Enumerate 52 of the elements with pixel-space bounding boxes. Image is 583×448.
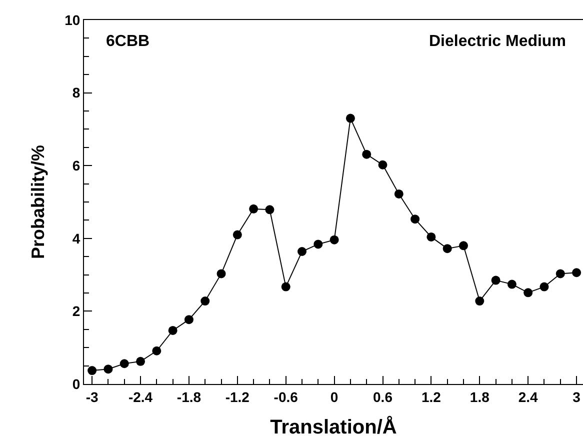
point	[426, 232, 436, 242]
point	[346, 114, 355, 123]
x-tick-label: 0.6	[373, 388, 393, 405]
point	[378, 160, 388, 170]
x-tick-label: -3	[86, 388, 99, 405]
point	[459, 241, 468, 250]
point	[556, 269, 565, 278]
point	[507, 280, 516, 289]
y-axis-title: Probability/%	[28, 144, 48, 260]
point	[330, 235, 339, 244]
point	[265, 205, 274, 214]
point	[281, 282, 290, 292]
y-tick-label: 6	[72, 158, 80, 174]
x-tick-label: -1.8	[176, 388, 202, 405]
x-tick-label: 1.2	[421, 388, 442, 405]
point	[216, 269, 226, 278]
x-tick-label: 2.4	[518, 388, 538, 405]
x-axis-title: Translation/Å	[270, 415, 397, 438]
y-tick-label: 8	[72, 84, 80, 101]
y-tick-label: 10	[64, 12, 80, 28]
point	[314, 240, 323, 249]
point	[524, 288, 533, 298]
point	[184, 315, 194, 324]
point	[232, 230, 242, 240]
point	[394, 189, 404, 198]
annotation: Dielectric Medium	[429, 33, 566, 50]
x-tick-label: -1.2	[225, 388, 250, 405]
point	[136, 356, 146, 366]
point	[104, 364, 113, 374]
point	[298, 247, 307, 256]
point	[120, 359, 129, 368]
y-tick-label: 2	[72, 303, 80, 320]
point	[491, 276, 500, 285]
point	[362, 150, 372, 159]
point	[152, 346, 162, 356]
point	[540, 282, 549, 292]
annotation: 6CBB	[106, 33, 150, 50]
y-tick-label: 0	[72, 376, 80, 392]
y-tick-label: 4	[72, 230, 80, 246]
x-tick-label: 1.8	[470, 388, 490, 405]
point	[249, 204, 258, 214]
point	[572, 268, 582, 278]
point	[475, 296, 484, 306]
point	[168, 326, 178, 335]
x-tick-label: 0	[330, 388, 338, 405]
x-tick-label: 3	[572, 388, 581, 405]
point	[88, 366, 97, 376]
x-tick-label: -0.6	[274, 388, 298, 405]
point	[442, 244, 452, 254]
x-tick-label: -2.4	[128, 388, 153, 405]
point	[200, 296, 210, 306]
point	[410, 214, 420, 224]
